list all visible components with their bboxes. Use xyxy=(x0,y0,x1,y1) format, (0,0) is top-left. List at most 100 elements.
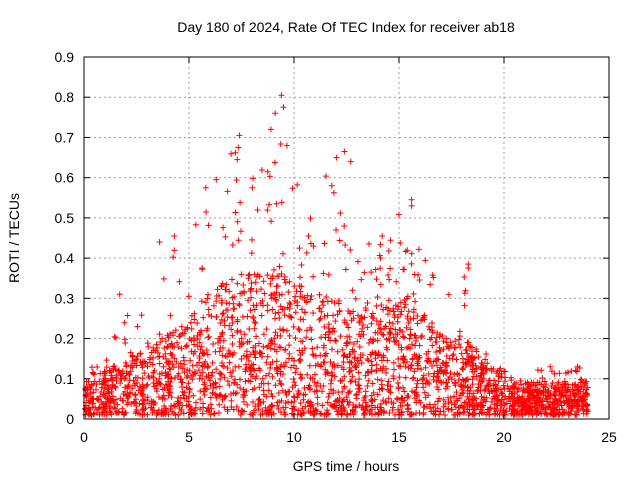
data-point xyxy=(429,329,436,336)
data-point xyxy=(306,386,313,393)
data-point xyxy=(301,309,308,316)
data-point xyxy=(383,399,390,406)
data-point xyxy=(419,332,426,339)
data-point xyxy=(261,290,268,297)
data-point xyxy=(362,304,369,311)
data-point xyxy=(286,342,293,349)
data-point xyxy=(150,369,157,376)
data-point xyxy=(433,362,440,369)
x-tick-label: 0 xyxy=(80,429,88,445)
data-point xyxy=(526,390,533,397)
data-point xyxy=(262,372,269,379)
data-point xyxy=(414,313,421,320)
data-point xyxy=(395,362,402,369)
data-point xyxy=(582,400,589,407)
data-point xyxy=(202,184,209,191)
data-point xyxy=(273,283,280,290)
data-point xyxy=(545,387,552,394)
data-point xyxy=(465,343,472,350)
data-point xyxy=(415,271,422,278)
data-point xyxy=(421,316,428,323)
data-point xyxy=(338,411,345,418)
data-point xyxy=(237,199,244,206)
data-point xyxy=(405,364,412,371)
data-point xyxy=(166,385,173,392)
data-point xyxy=(438,379,445,386)
data-point xyxy=(478,379,485,386)
data-point xyxy=(255,340,262,347)
data-point xyxy=(404,394,411,401)
data-point xyxy=(325,321,332,328)
data-point xyxy=(387,383,394,390)
data-point xyxy=(175,411,182,418)
data-point xyxy=(386,319,393,326)
data-point xyxy=(162,350,169,357)
data-point xyxy=(209,369,216,376)
data-point xyxy=(508,377,515,384)
data-point xyxy=(364,403,371,410)
data-point xyxy=(517,377,524,384)
data-point xyxy=(359,402,366,409)
data-point xyxy=(425,370,432,377)
data-point xyxy=(234,327,241,334)
data-point xyxy=(402,248,409,255)
data-point xyxy=(333,226,340,233)
data-point xyxy=(226,359,233,366)
data-point xyxy=(353,391,360,398)
data-point xyxy=(319,388,326,395)
y-tick-label: 0.7 xyxy=(55,129,75,145)
data-point xyxy=(313,388,320,395)
data-point xyxy=(132,392,139,399)
data-point xyxy=(518,407,525,414)
data-point xyxy=(183,342,190,349)
data-point xyxy=(340,366,347,373)
data-point xyxy=(447,369,454,376)
data-point xyxy=(430,274,437,281)
data-point xyxy=(156,380,163,387)
data-point xyxy=(387,389,394,396)
data-point xyxy=(364,300,371,307)
data-point xyxy=(416,409,423,416)
data-point xyxy=(469,344,476,351)
data-point xyxy=(231,379,238,386)
data-point xyxy=(375,321,382,328)
data-point xyxy=(277,140,284,147)
data-point xyxy=(248,362,255,369)
data-point xyxy=(561,378,568,385)
data-point xyxy=(301,345,308,352)
data-point xyxy=(142,360,149,367)
data-point xyxy=(144,363,151,370)
data-point xyxy=(245,275,252,282)
data-point xyxy=(572,381,579,388)
data-point xyxy=(287,301,294,308)
data-point xyxy=(356,401,363,408)
data-point xyxy=(252,375,259,382)
data-point xyxy=(219,311,226,318)
y-axis-label: ROTI / TECUs xyxy=(6,193,22,283)
data-point xyxy=(488,387,495,394)
data-point xyxy=(478,374,485,381)
data-point xyxy=(234,156,241,163)
data-point xyxy=(314,344,321,351)
data-point xyxy=(203,208,210,215)
data-point xyxy=(549,380,556,387)
data-point xyxy=(540,404,547,411)
data-point xyxy=(149,361,156,368)
data-point xyxy=(325,271,332,278)
data-point xyxy=(367,408,374,415)
data-point xyxy=(97,393,104,400)
data-point xyxy=(234,381,241,388)
data-point xyxy=(290,323,297,330)
data-point xyxy=(215,339,222,346)
data-point xyxy=(365,240,372,247)
data-point xyxy=(122,359,129,366)
data-point xyxy=(160,275,167,282)
data-point xyxy=(451,344,458,351)
data-point xyxy=(538,381,545,388)
data-point xyxy=(224,314,231,321)
data-point xyxy=(567,392,574,399)
data-point xyxy=(452,345,459,352)
data-point xyxy=(554,381,561,388)
data-point xyxy=(319,298,326,305)
data-point xyxy=(253,273,260,280)
